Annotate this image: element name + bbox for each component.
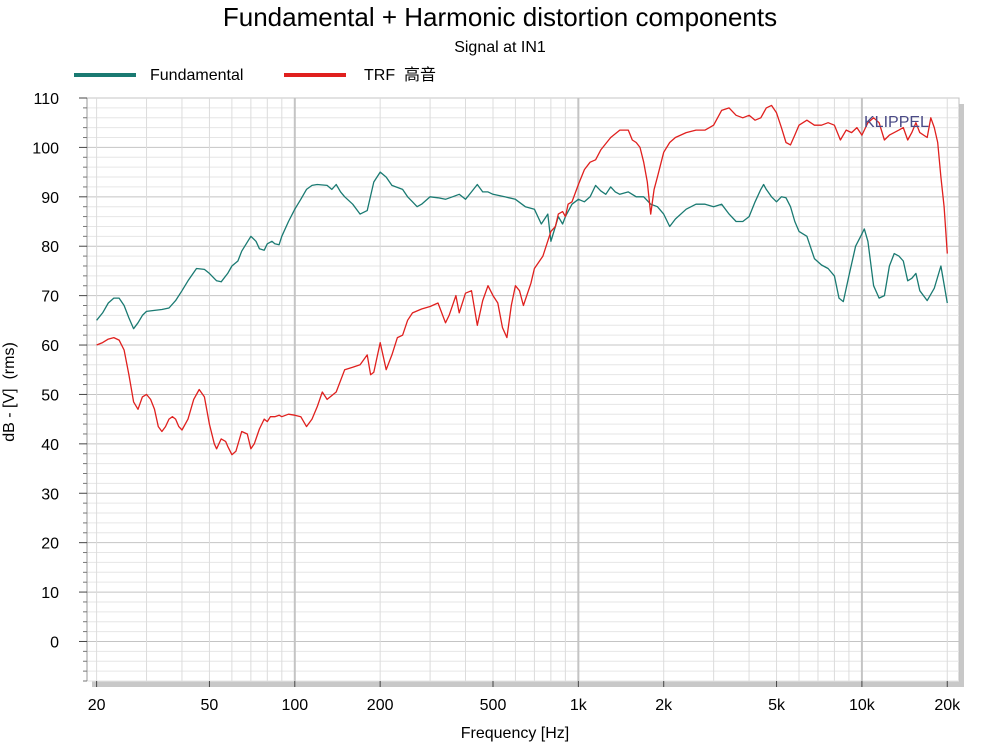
y-tick-label: 70 bbox=[41, 289, 59, 306]
legend-label-trf: TRF 高音 bbox=[364, 66, 436, 84]
y-tick-label: 50 bbox=[41, 387, 59, 404]
x-tick-label: 100 bbox=[281, 697, 308, 714]
series-line-fundamental bbox=[96, 171, 948, 330]
x-axis-label: Frequency [Hz] bbox=[461, 725, 569, 742]
legend-label-fundamental: Fundamental bbox=[150, 67, 243, 84]
x-tick-label: 50 bbox=[201, 697, 219, 714]
y-tick-label: 90 bbox=[41, 190, 59, 207]
y-tick-label: 20 bbox=[41, 536, 59, 553]
y-tick-label: 10 bbox=[41, 585, 59, 602]
chart-title: Fundamental + Harmonic distortion compon… bbox=[223, 2, 777, 32]
x-tick-label: 20k bbox=[934, 697, 961, 714]
x-tick-label: 200 bbox=[367, 697, 394, 714]
y-tick-label: 0 bbox=[50, 634, 59, 651]
x-tick-label: 20 bbox=[88, 697, 106, 714]
x-tick-label: 5k bbox=[768, 697, 786, 714]
y-tick-label: 80 bbox=[41, 239, 59, 256]
klippel-watermark: KLIPPEL bbox=[864, 114, 929, 131]
legend: Fundamental TRF 高音 bbox=[74, 66, 436, 84]
series-line-trf bbox=[96, 104, 948, 456]
y-axis-label: dB - [V] (rms) bbox=[1, 342, 18, 442]
x-tick-label: 10k bbox=[849, 697, 876, 714]
x-tick-label: 1k bbox=[570, 697, 588, 714]
grid bbox=[86, 97, 959, 682]
chart-subtitle: Signal at IN1 bbox=[454, 39, 546, 56]
y-tick-label: 30 bbox=[41, 486, 59, 503]
y-tick-label: 100 bbox=[32, 140, 59, 157]
y-tick-label: 110 bbox=[33, 91, 59, 108]
x-axis-ticks: 20 50 100 200 500 1k 2k 5k 10k 20k bbox=[88, 681, 961, 714]
x-tick-label: 2k bbox=[655, 697, 673, 714]
plot-area bbox=[86, 97, 960, 682]
series-layer bbox=[96, 104, 948, 456]
y-axis-ticks: 0 10 20 30 40 50 60 70 80 90 100 110 bbox=[32, 91, 87, 682]
y-tick-label: 40 bbox=[41, 437, 59, 454]
y-tick-label: 60 bbox=[41, 338, 59, 355]
x-tick-label: 500 bbox=[480, 697, 507, 714]
